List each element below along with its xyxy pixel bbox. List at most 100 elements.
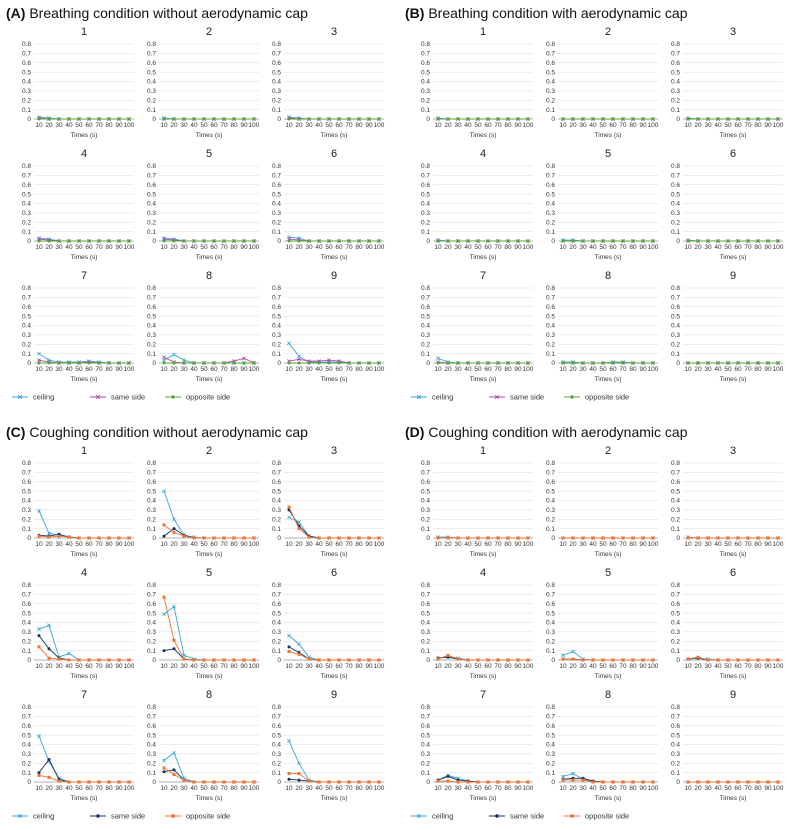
data-point	[172, 604, 176, 609]
x-tick-label: 100	[773, 366, 784, 373]
x-tick-label: 60	[85, 122, 93, 129]
y-tick-label: 0.7	[147, 470, 156, 477]
x-tick-label: 60	[335, 366, 343, 373]
data-point	[756, 536, 760, 540]
x-tick-label: 70	[345, 366, 353, 373]
x-axis-label: Times (s)	[720, 673, 747, 680]
y-tick-label: 0.5	[546, 488, 555, 495]
y-tick-label: 0.4	[671, 323, 680, 330]
data-point	[87, 780, 91, 784]
y-tick-label: 0.6	[421, 601, 430, 608]
y-tick-label: 0	[277, 779, 281, 786]
x-axis-label: Times (s)	[720, 132, 747, 139]
data-point	[107, 780, 111, 784]
x-tick-label: 10	[684, 541, 692, 548]
x-axis-label: Times (s)	[720, 551, 747, 558]
x-tick-label: 40	[65, 366, 73, 373]
data-point	[466, 239, 470, 243]
x-tick-label: 10	[434, 785, 442, 792]
data-point	[496, 658, 500, 662]
data-point	[37, 358, 41, 363]
y-tick-label: 0.8	[272, 460, 281, 467]
x-tick-label: 100	[374, 663, 385, 670]
subplot-3: 300.10.20.30.40.50.60.70.810 20 30 40 50 60 70…	[671, 26, 784, 139]
x-tick-label: 60	[210, 785, 218, 792]
data-point	[611, 239, 615, 243]
y-tick-label: 0.7	[272, 592, 281, 599]
x-axis-label: Times (s)	[71, 673, 98, 680]
data-point	[107, 658, 111, 662]
y-tick-label: 0.8	[546, 163, 555, 170]
data-point	[651, 658, 655, 662]
y-tick-label: 0.8	[421, 460, 430, 467]
y-tick-label: 0	[551, 535, 555, 542]
x-tick-label: 90	[764, 244, 772, 251]
data-point	[476, 361, 480, 365]
subplot-title: 6	[730, 567, 736, 579]
y-tick-label: 0	[152, 779, 156, 786]
data-point	[37, 239, 41, 243]
legend-item: opposite side	[564, 812, 629, 821]
data-point	[631, 361, 635, 365]
data-point	[581, 361, 585, 365]
series-line-1	[163, 769, 254, 783]
legend-label: opposite side	[186, 812, 230, 821]
data-point	[581, 658, 585, 662]
data-point	[526, 239, 530, 243]
x-tick-label: 20	[569, 244, 577, 251]
data-point	[571, 239, 575, 243]
data-point	[367, 239, 371, 243]
y-tick-label: 0.4	[546, 498, 555, 505]
y-tick-label: 0.1	[421, 107, 430, 114]
subplot-1: 100.10.20.30.40.50.60.70.810 20 30 40 50 60 70…	[421, 26, 534, 139]
y-tick-label: 0.6	[272, 479, 281, 486]
y-tick-label: 0.1	[147, 648, 156, 655]
data-point	[466, 361, 470, 365]
data-point	[466, 536, 470, 540]
data-point	[726, 536, 730, 540]
data-point	[591, 239, 595, 243]
x-tick-label: 30	[454, 244, 462, 251]
y-tick-label: 0.2	[671, 638, 680, 645]
x-tick-label: 30	[579, 785, 587, 792]
subplot-title: 1	[81, 445, 87, 457]
legend-label: ceiling	[33, 393, 54, 402]
y-tick-label: 0.5	[671, 191, 680, 198]
x-tick-label: 30	[579, 366, 587, 373]
y-tick-label: 0.4	[272, 742, 281, 749]
x-tick-label: 30	[704, 785, 712, 792]
data-point	[47, 758, 51, 761]
y-tick-label: 0.7	[671, 51, 680, 58]
data-point	[776, 239, 780, 243]
data-point	[756, 361, 760, 365]
legend-marker	[17, 394, 23, 400]
x-tick-label: 20	[170, 785, 178, 792]
data-point	[716, 117, 720, 121]
data-point	[736, 658, 740, 662]
y-tick-label: 0.6	[421, 182, 430, 189]
data-point	[367, 658, 371, 662]
data-point	[766, 536, 770, 540]
y-tick-label: 0.6	[272, 723, 281, 730]
y-tick-label: 0.8	[671, 41, 680, 48]
y-tick-label: 0.6	[671, 60, 680, 67]
y-tick-label: 0.5	[272, 313, 281, 320]
x-tick-label: 50	[325, 541, 333, 548]
data-point	[506, 117, 510, 121]
data-point	[337, 536, 341, 540]
x-tick-label: 40	[714, 541, 722, 548]
data-point	[222, 536, 226, 540]
y-tick-label: 0.5	[546, 610, 555, 617]
x-tick-label: 60	[734, 785, 742, 792]
x-tick-label: 50	[474, 244, 482, 251]
data-point	[77, 361, 81, 365]
panel-label: (D)	[405, 424, 424, 440]
x-tick-label: 40	[464, 663, 472, 670]
y-tick-label: 0.2	[147, 341, 156, 348]
data-point	[496, 239, 500, 243]
subplot-8: 800.10.20.30.40.50.60.70.810 20 30 40 50 60 70…	[546, 689, 659, 802]
x-tick-label: 50	[724, 663, 732, 670]
y-tick-label: 0	[676, 116, 680, 123]
y-tick-label: 0.3	[22, 332, 31, 339]
subplot-title: 8	[206, 270, 212, 282]
